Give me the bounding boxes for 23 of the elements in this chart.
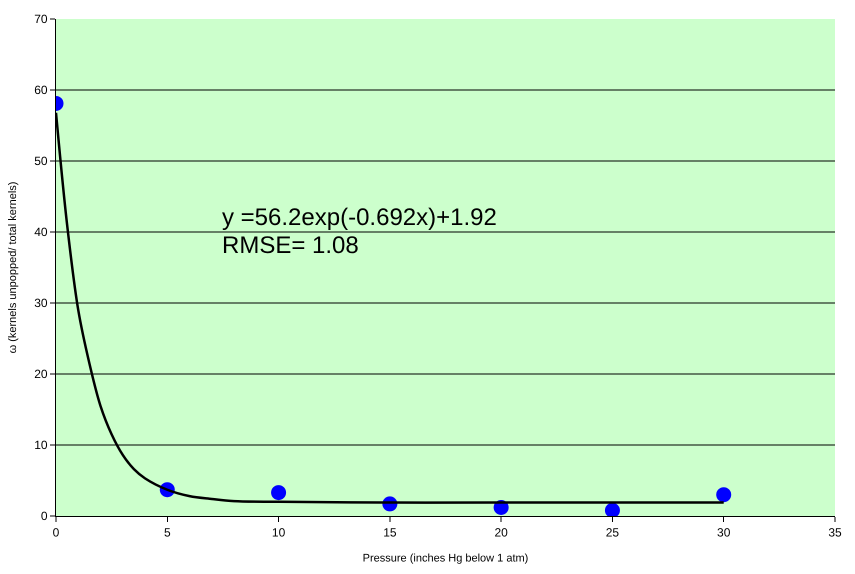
y-tick-label: 70 (34, 12, 48, 26)
y-tick-label: 60 (34, 83, 48, 98)
point (716, 487, 732, 502)
y-tick-label: 30 (34, 296, 48, 310)
x-tick-label: 20 (494, 525, 508, 540)
y-tick-label: 10 (34, 438, 48, 452)
x-tick-label: 30 (717, 525, 731, 540)
y-axis-title: ω (kernels unpopped/ total kernels) (6, 182, 19, 354)
x-tick-label: 10 (272, 525, 286, 540)
y-tick-label: 20 (34, 367, 48, 382)
x-axis-title: Pressure (inches Hg below 1 atm) (362, 552, 528, 565)
y-tick-label: 40 (34, 225, 48, 240)
y-tick-label: 50 (34, 154, 48, 168)
x-tick-label: 5 (164, 525, 171, 540)
y-tick-label: 0 (40, 509, 48, 524)
annotation: y =56.2exp(-0.692x)+1.92 (222, 204, 497, 231)
x-tick-label: 35 (828, 525, 842, 540)
annotation: RMSE= 1.08 (222, 232, 359, 259)
point (604, 502, 620, 516)
point (271, 485, 286, 500)
x-tick-label: 15 (383, 525, 397, 540)
x-tick-label: 0 (52, 525, 60, 540)
x-tick-label: 25 (606, 525, 620, 540)
